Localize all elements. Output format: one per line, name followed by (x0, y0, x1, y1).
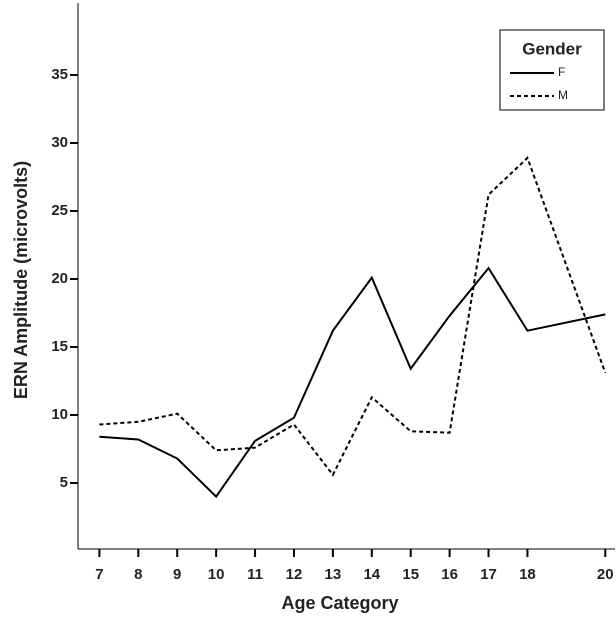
line (99, 156, 607, 477)
y-axis-label: ERN Amplitude (microvolts) (11, 161, 31, 399)
y-tick-label: 20 (51, 270, 68, 287)
x-axis-label: Age Category (281, 593, 398, 613)
x-tick-label: 12 (286, 566, 303, 583)
legend-label: F (558, 65, 565, 79)
x-tick-label: 13 (325, 566, 342, 583)
line (99, 266, 606, 499)
x-tick-label: 16 (441, 566, 458, 583)
x-tick-label: 11 (247, 566, 263, 583)
x-tick-label: 17 (480, 566, 497, 583)
y-tick-label: 15 (51, 338, 68, 355)
x-tick-label: 8 (134, 566, 142, 583)
y-tick-label: 10 (51, 406, 68, 423)
x-tick-label: 14 (363, 566, 380, 583)
x-tick-label: 9 (173, 566, 181, 583)
y-tick-label: 25 (51, 202, 68, 219)
x-tick-label: 7 (95, 566, 103, 583)
y-tick-label: 5 (60, 474, 68, 491)
y-tick-label: 35 (51, 66, 68, 83)
y-tick-label: 30 (51, 134, 68, 151)
x-tick-label: 18 (519, 566, 536, 583)
legend-label: M (558, 88, 568, 102)
x-tick-label: 20 (597, 566, 614, 583)
legend-title: Gender (522, 39, 582, 58)
x-tick-label: 15 (402, 566, 419, 583)
x-tick-label: 10 (208, 566, 225, 583)
